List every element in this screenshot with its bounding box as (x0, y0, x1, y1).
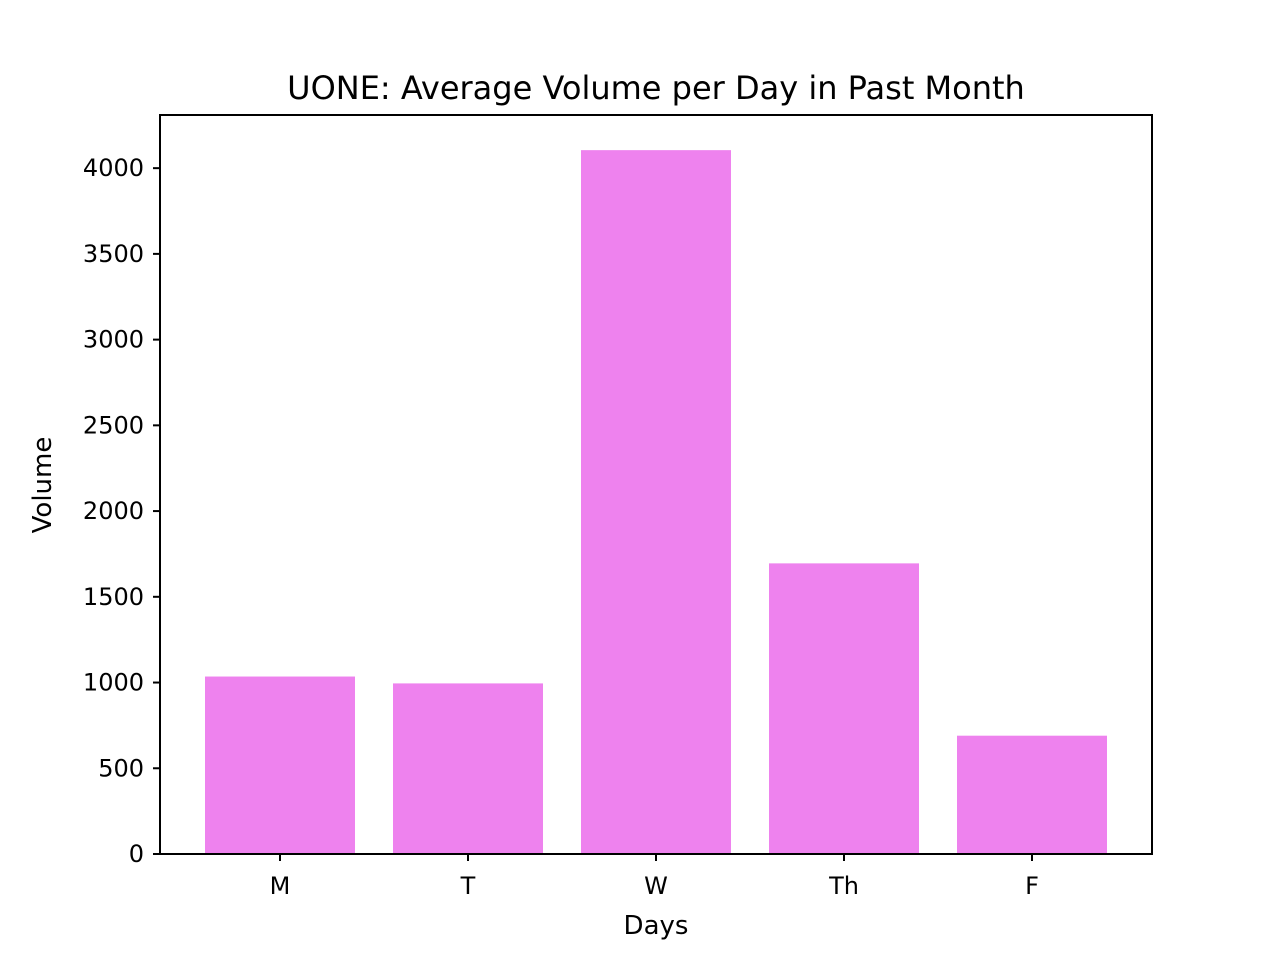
y-axis: 0 500 1000 1500 2000 2500 3000 3500 4000 (83, 154, 160, 868)
x-tick-label: T (460, 872, 476, 900)
x-tick-label: Th (828, 872, 859, 900)
y-tick-label: 2000 (83, 497, 144, 525)
y-tick-label: 3500 (83, 240, 144, 268)
bars-group (205, 150, 1107, 854)
x-tick-label: F (1025, 872, 1039, 900)
y-axis-label: Volume (28, 437, 58, 534)
x-axis: M T W Th F (270, 854, 1039, 900)
bar-t (393, 683, 543, 854)
bar-f (957, 735, 1107, 854)
chart-title: UONE: Average Volume per Day in Past Mon… (287, 69, 1025, 107)
x-axis-label: Days (624, 911, 689, 941)
y-tick-label: 1500 (83, 583, 144, 611)
bar-w (581, 150, 731, 854)
bar-m (205, 676, 355, 854)
x-tick-label: W (644, 872, 668, 900)
y-tick-label: 4000 (83, 154, 144, 182)
y-tick-label: 1000 (83, 669, 144, 697)
plot-frame (159, 114, 1153, 855)
y-tick-label: 3000 (83, 326, 144, 354)
y-tick-label: 500 (98, 754, 144, 782)
bar-th (769, 563, 919, 854)
y-tick-label: 0 (129, 840, 144, 868)
x-tick-label: M (270, 872, 291, 900)
y-tick-label: 2500 (83, 411, 144, 439)
